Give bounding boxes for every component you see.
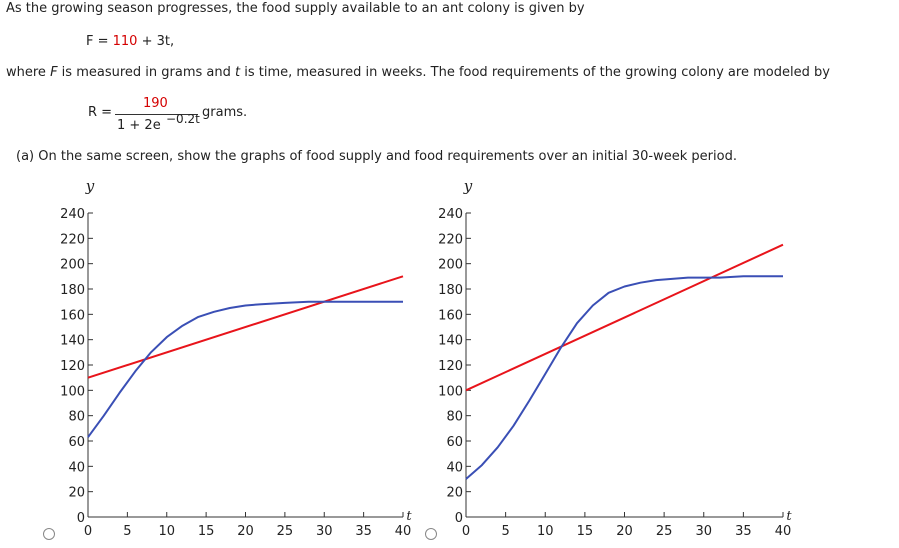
x-tick-label: 20 bbox=[616, 524, 633, 539]
x-tick-label: 25 bbox=[277, 524, 294, 539]
y-tick-label: 140 bbox=[60, 334, 85, 349]
y-tick-label: 200 bbox=[60, 258, 85, 273]
requirement-curve bbox=[465, 275, 783, 480]
x-tick-label: 5 bbox=[123, 524, 131, 539]
y-tick-label: 200 bbox=[438, 258, 463, 273]
x-tick-label: 25 bbox=[656, 524, 673, 539]
y-tick-label: 80 bbox=[446, 410, 463, 425]
part-a-prompt: (a) On the same screen, show the graphs … bbox=[16, 149, 737, 164]
y-tick-label: 60 bbox=[68, 435, 85, 450]
where-f: F bbox=[50, 65, 58, 80]
y-tick-label: 100 bbox=[60, 384, 85, 399]
x-tick-label: 30 bbox=[695, 524, 712, 539]
choice-2-radio[interactable] bbox=[425, 528, 437, 540]
choice-1-radio[interactable] bbox=[43, 528, 55, 540]
problem-intro: As the growing season progresses, the fo… bbox=[6, 1, 585, 16]
y-axis-label: y bbox=[85, 177, 95, 195]
req-numerator: 190 bbox=[143, 96, 168, 111]
y-tick-label: 40 bbox=[446, 460, 463, 475]
x-tick-label: 35 bbox=[355, 524, 372, 539]
supply-value: 110 bbox=[112, 34, 138, 49]
y-tick-label: 220 bbox=[60, 232, 85, 247]
req-denominator: 1 + 2e bbox=[117, 118, 161, 133]
x-tick-label: 15 bbox=[577, 524, 594, 539]
req-units: grams. bbox=[202, 105, 248, 120]
y-axis-label: y bbox=[463, 177, 473, 195]
supply-line bbox=[465, 243, 784, 392]
y-tick-label: 240 bbox=[60, 207, 85, 222]
y-tick-label: 160 bbox=[438, 308, 463, 323]
where-a: where bbox=[6, 65, 51, 80]
where-b: is measured in grams and bbox=[57, 65, 235, 80]
supply-rest: + 3t, bbox=[137, 34, 175, 49]
x-tick-label: 35 bbox=[735, 524, 752, 539]
y-tick-label: 140 bbox=[438, 334, 463, 349]
y-tick-label: 20 bbox=[446, 486, 463, 501]
requirement-curve bbox=[87, 300, 403, 438]
where-c: is time, measured in weeks. The food req… bbox=[240, 65, 830, 80]
x-tick-label: 40 bbox=[775, 524, 792, 539]
y-tick-label: 120 bbox=[438, 359, 463, 374]
req-lhs: R = bbox=[88, 105, 113, 120]
y-tick-label: 40 bbox=[68, 460, 85, 475]
x-tick-label: 10 bbox=[537, 524, 554, 539]
x-tick-label: 0 bbox=[84, 524, 92, 539]
x-tick-label: 40 bbox=[395, 524, 412, 539]
x-axis-label: t bbox=[786, 509, 792, 524]
y-tick-label: 0 bbox=[455, 511, 463, 526]
y-tick-label: 180 bbox=[60, 283, 85, 298]
y-tick-label: 220 bbox=[438, 232, 463, 247]
y-tick-label: 160 bbox=[60, 308, 85, 323]
y-tick-label: 80 bbox=[68, 410, 85, 425]
y-tick-label: 60 bbox=[446, 435, 463, 450]
supply-equation: F = 110 + 3t, bbox=[86, 34, 174, 49]
req-exponent: −0.2t bbox=[166, 112, 200, 126]
x-tick-label: 10 bbox=[158, 524, 175, 539]
where-text: where F is measured in grams and t is ti… bbox=[6, 65, 830, 80]
supply-line bbox=[87, 275, 404, 379]
where-t: t bbox=[234, 65, 241, 80]
x-tick-label: 15 bbox=[198, 524, 215, 539]
req-fraction-bar bbox=[115, 114, 198, 115]
y-tick-label: 0 bbox=[77, 511, 85, 526]
y-tick-label: 240 bbox=[438, 207, 463, 222]
x-tick-label: 30 bbox=[316, 524, 333, 539]
y-tick-label: 20 bbox=[68, 486, 85, 501]
x-tick-label: 20 bbox=[237, 524, 254, 539]
x-axis-label: t bbox=[406, 509, 412, 524]
x-tick-label: 0 bbox=[462, 524, 470, 539]
y-tick-label: 180 bbox=[438, 283, 463, 298]
supply-lhs: F = bbox=[86, 34, 113, 49]
y-tick-label: 100 bbox=[438, 384, 463, 399]
y-tick-label: 120 bbox=[60, 359, 85, 374]
x-tick-label: 5 bbox=[501, 524, 509, 539]
